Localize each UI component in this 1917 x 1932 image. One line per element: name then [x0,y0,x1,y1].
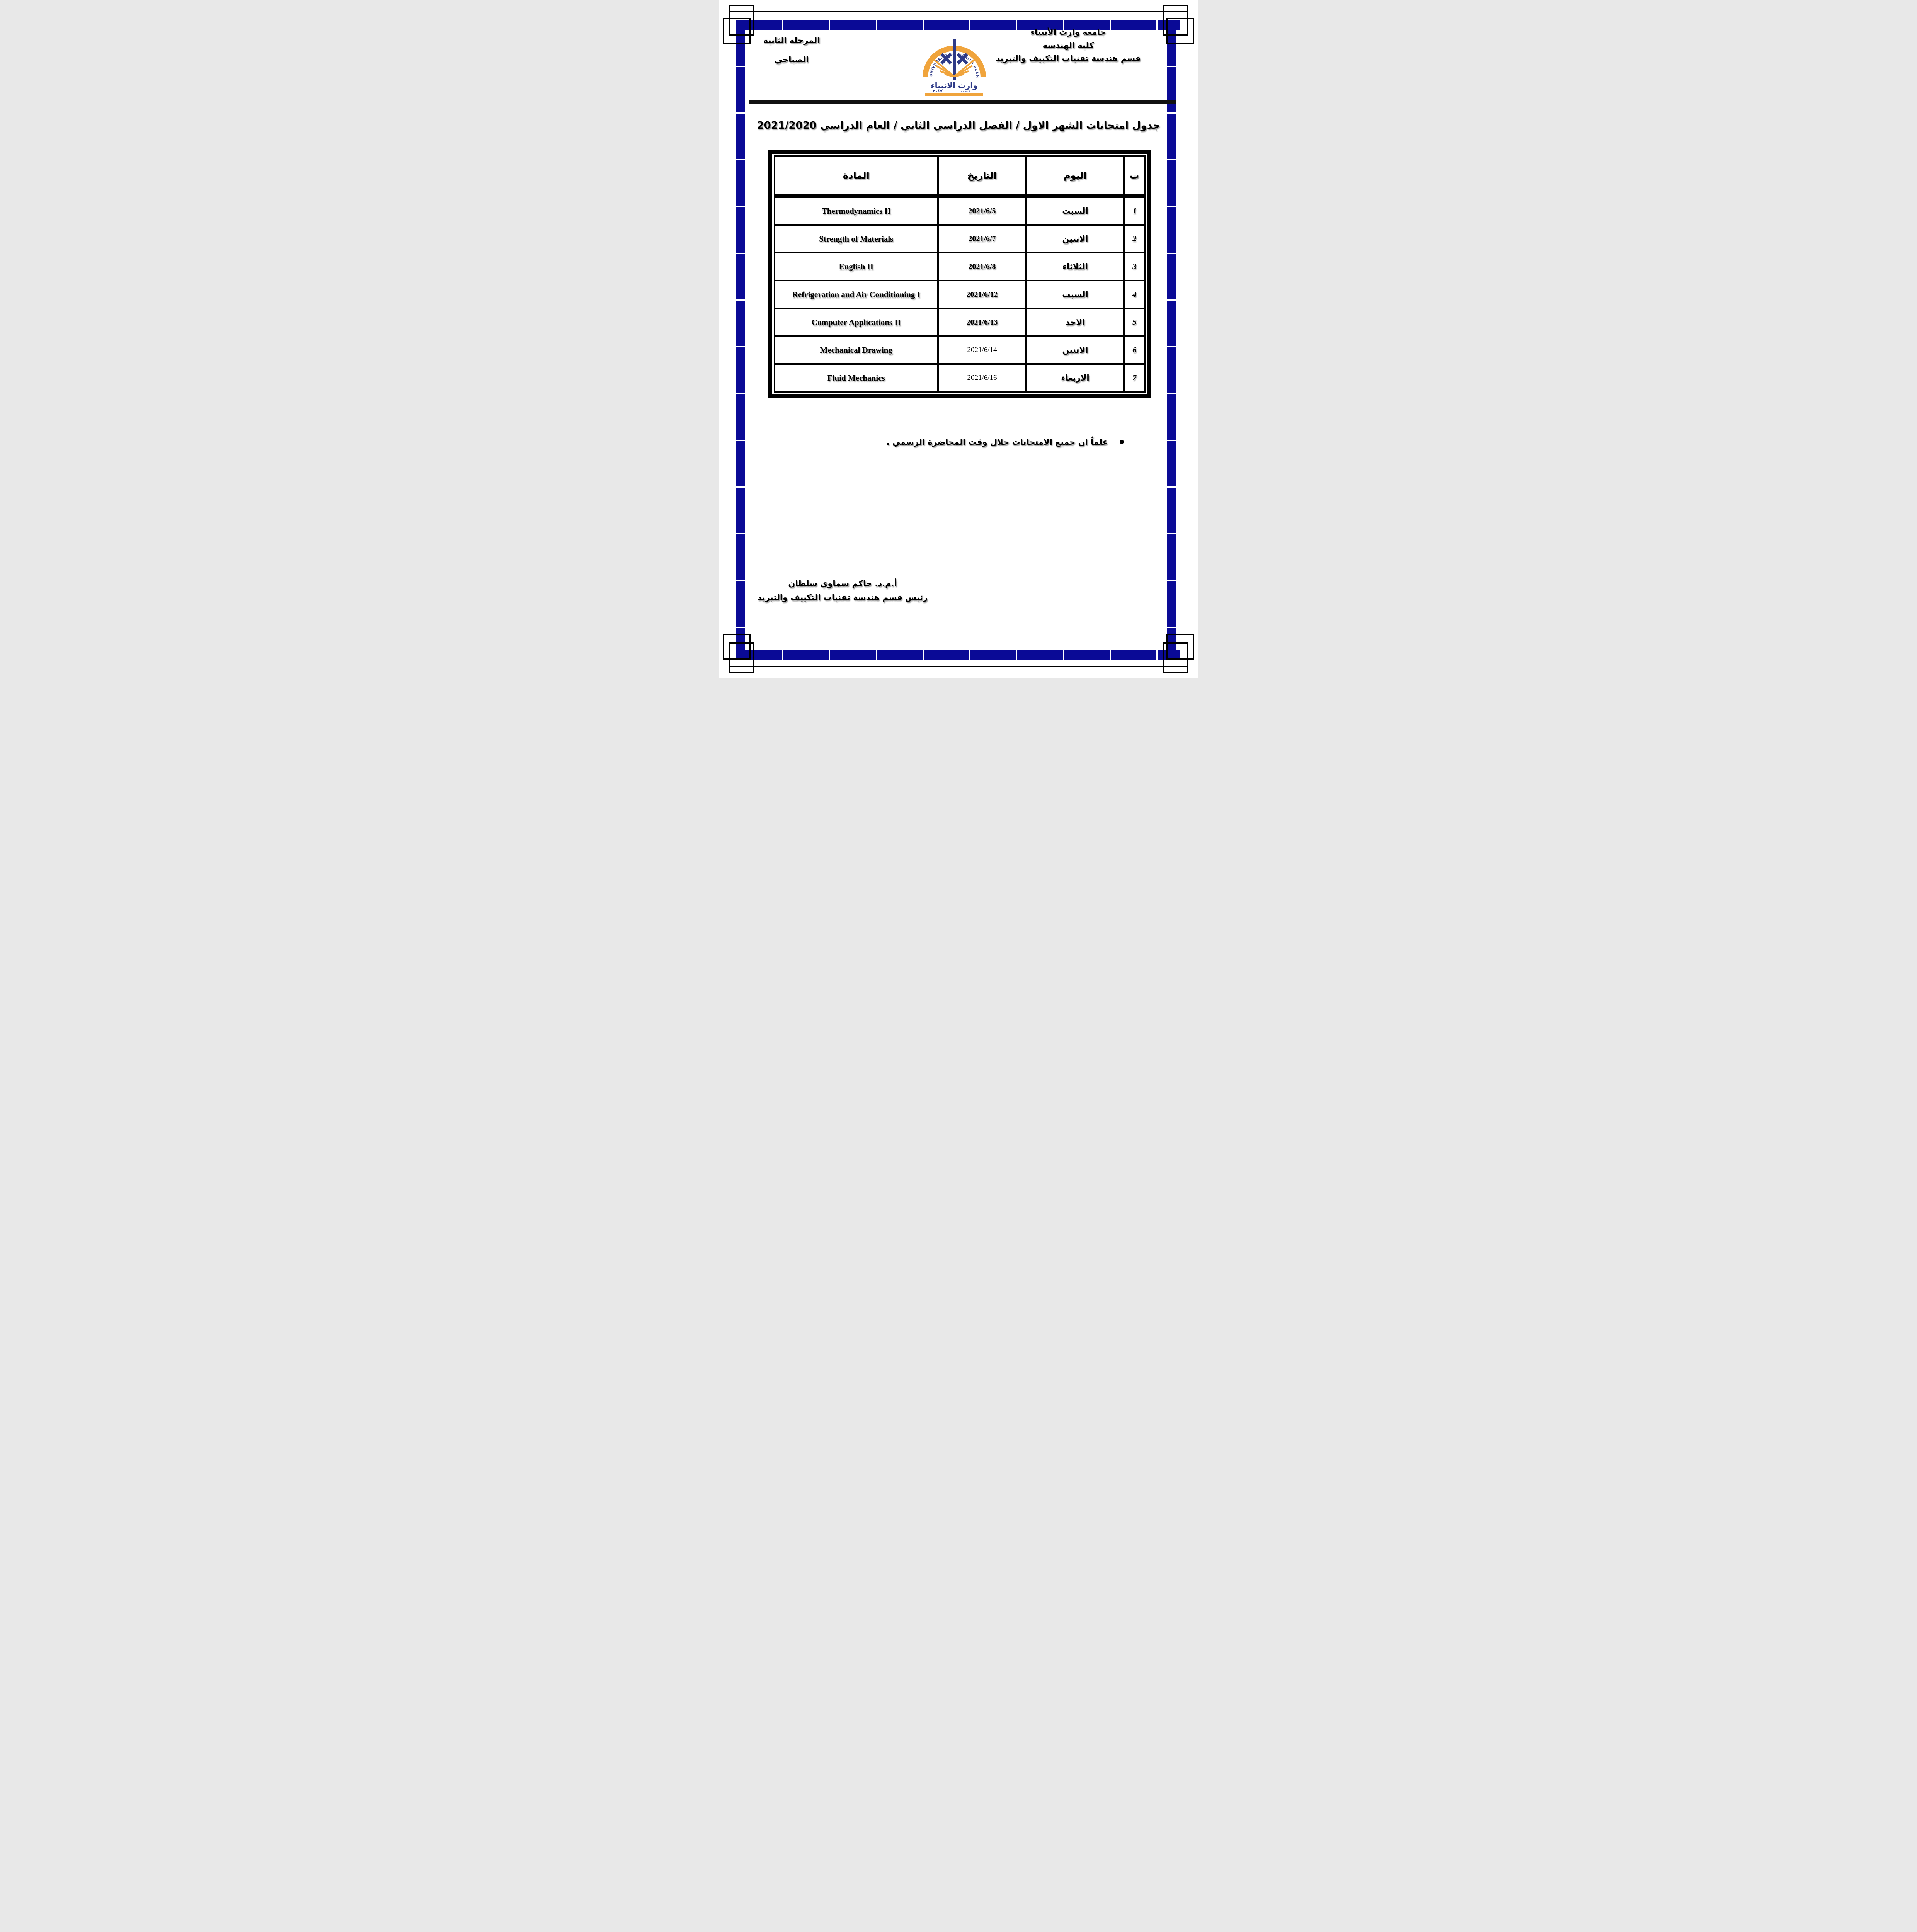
cell-date: 2021/6/8 [937,252,1027,281]
page-title: جدول امتحانات الشهر الاول / الفصل الدراس… [757,120,1160,131]
cell-date: 2021/6/16 [937,363,1027,393]
col-header-date: التاريخ [937,155,1027,198]
signature-title: رئيس قسم هندسة تقنيات التكييف والتبريد [757,593,928,602]
cell-subject: Computer Applications II [774,308,939,337]
cell-day: السبت [1025,195,1125,226]
table-row: 5 الاحد 2021/6/13 Computer Applications … [774,308,1146,337]
logo-knot-left-icon [940,53,952,65]
cell-index: 4 [1123,280,1146,309]
page-border-line [730,11,1187,667]
table-row: 2 الاثنين 2021/6/7 Strength of Materials [774,224,1146,253]
cell-index: 6 [1123,335,1146,365]
page-border-band-bottom [737,650,1180,660]
cell-day: الاربعاء [1025,363,1125,393]
logo-calligraphy-text: وارث الانبياء [931,81,977,90]
cell-date: 2021/6/13 [937,308,1027,337]
logo-founded-label: تأسست [961,89,970,93]
cell-day: الثلاثاء [1025,252,1125,281]
header-institution: جامعة وارث الأنبياء كلية الهندسة قسم هند… [987,26,1149,65]
cell-index: 1 [1123,195,1146,226]
exam-table-wrapper: ت اليوم التاريخ المادة 1 السبت 2021/6/5 … [768,150,1151,398]
college-name: كلية الهندسة [1042,41,1094,50]
cell-date: 2021/6/7 [937,224,1027,253]
cell-date: 2021/6/14 [937,335,1027,365]
cell-day: الاحد [1025,308,1125,337]
cell-date: 2021/6/5 [937,195,1027,226]
university-logo-emblem: UNIVERSITY OF WARITH ALANBIYA'A وارث الا… [918,27,986,96]
university-name: جامعة وارث الأنبياء [1030,27,1106,37]
table-row: 1 السبت 2021/6/5 Thermodynamics II [774,195,1146,226]
department-name: قسم هندسة تقنيات التكييف والتبريد [996,54,1141,63]
note-text: علماً ان جميع الامتحانات خلال وقت المحاض… [886,437,1108,447]
cell-subject: Fluid Mechanics [774,363,939,393]
table-row: 4 السبت 2021/6/12 Refrigeration and Air … [774,280,1146,309]
logo-knot-right-icon [957,53,968,65]
stage-label: المرحلة الثانية [763,36,820,45]
logo-base-bar-icon [925,93,983,96]
table-row: 6 الاثنين 2021/6/14 Mechanical Drawing [774,335,1146,365]
col-header-day: اليوم [1025,155,1125,198]
cell-date: 2021/6/12 [937,280,1027,309]
document-page: جامعة وارث الأنبياء كلية الهندسة قسم هند… [719,0,1198,678]
table-header-row: ت اليوم التاريخ المادة [774,155,1146,198]
logo-book-rays-icon [933,59,976,78]
page-border-band-left [736,20,745,660]
col-header-subject: المادة [774,155,939,198]
cell-subject: Strength of Materials [774,224,939,253]
university-logo: UNIVERSITY OF WARITH ALANBIYA'A وارث الا… [918,27,989,96]
cell-day: السبت [1025,280,1125,309]
header-stage-block: المرحلة الثانية الصباحي [743,36,840,64]
cell-index: 7 [1123,363,1146,393]
logo-pillar-icon [953,39,956,80]
cell-subject: Thermodynamics II [774,195,939,226]
cell-subject: Mechanical Drawing [774,335,939,365]
signature-block: أ.م.د. حاكم سماوي سلطان رئيس قسم هندسة ت… [742,577,943,604]
cell-subject: English II [774,252,939,281]
table-row: 7 الاربعاء 2021/6/16 Fluid Mechanics [774,363,1146,393]
table-row: 3 الثلاثاء 2021/6/8 English II [774,252,1146,281]
page-border-band-top [737,20,1180,30]
header-divider-rule [749,100,1176,104]
cell-index: 3 [1123,252,1146,281]
exam-table: ت اليوم التاريخ المادة 1 السبت 2021/6/5 … [774,155,1146,393]
cell-day: الاثنين [1025,224,1125,253]
shift-label: الصباحي [774,55,809,64]
cell-subject: Refrigeration and Air Conditioning I [774,280,939,309]
col-header-index: ت [1123,155,1146,198]
cell-index: 2 [1123,224,1146,253]
cell-index: 5 [1123,308,1146,337]
bullet-icon: • [1118,436,1125,449]
exam-note: • علماً ان جميع الامتحانات خلال وقت المحا… [887,436,1125,449]
logo-founded-year: ٢٠١٧ [933,89,942,94]
cell-day: الاثنين [1025,335,1125,365]
page-border-band-right [1167,20,1176,660]
signature-name: أ.م.د. حاكم سماوي سلطان [788,579,897,588]
